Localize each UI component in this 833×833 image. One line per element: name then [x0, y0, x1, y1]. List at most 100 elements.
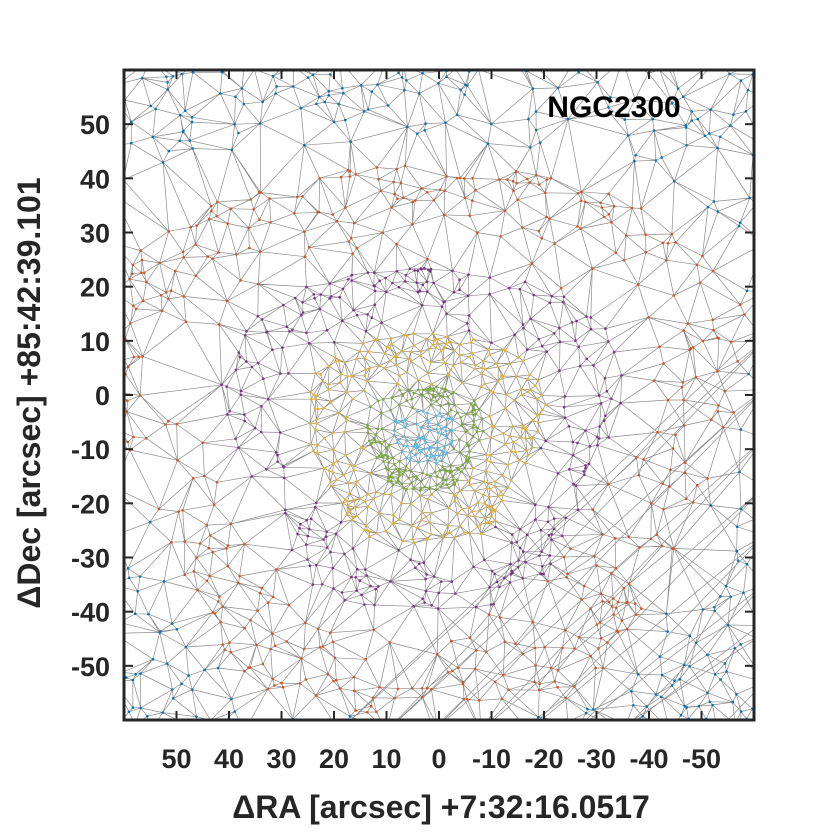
data-point [607, 213, 611, 216]
data-point [516, 566, 520, 569]
data-point [401, 419, 404, 423]
data-point [666, 398, 670, 402]
data-point [656, 430, 659, 434]
data-point [445, 436, 449, 439]
data-point [162, 580, 166, 583]
data-point [271, 677, 275, 681]
data-point [428, 428, 432, 432]
data-point [441, 476, 445, 480]
data-point [403, 164, 407, 168]
data-point [190, 116, 194, 119]
data-point [345, 513, 349, 516]
data-point [436, 607, 440, 610]
data-point [314, 372, 317, 375]
data-point [433, 730, 436, 733]
data-point [139, 249, 142, 252]
data-point [763, 535, 766, 538]
data-point [401, 472, 404, 476]
data-point [510, 533, 514, 536]
data-point [430, 383, 433, 386]
data-point [522, 326, 525, 330]
data-point [126, 440, 130, 444]
data-points [124, 70, 766, 733]
data-point [211, 611, 215, 614]
data-point [708, 700, 712, 704]
data-point [423, 601, 426, 604]
data-point [383, 366, 386, 370]
data-point [461, 381, 464, 384]
data-point [348, 170, 352, 173]
data-point [191, 147, 194, 150]
data-point [337, 102, 341, 106]
data-point [553, 242, 556, 245]
data-point [614, 566, 618, 570]
data-point [273, 684, 276, 687]
data-point [402, 486, 405, 490]
data-point [392, 180, 396, 184]
data-point [305, 331, 308, 335]
data-point [390, 476, 394, 479]
data-point [416, 378, 420, 382]
data-point [405, 79, 408, 82]
data-point [504, 406, 507, 410]
data-point [345, 418, 349, 422]
data-point [379, 189, 383, 193]
data-point [471, 176, 474, 180]
data-point [191, 476, 195, 480]
data-point [337, 411, 341, 415]
data-point [580, 190, 583, 194]
data-point [139, 672, 142, 675]
data-point [209, 204, 213, 208]
data-point [522, 359, 525, 363]
data-point [389, 493, 393, 496]
data-point [532, 293, 536, 297]
data-point [325, 530, 329, 533]
data-point [453, 499, 457, 503]
data-point [249, 618, 252, 622]
data-point [427, 421, 430, 424]
data-point [691, 501, 695, 504]
data-point [586, 707, 589, 711]
y-tick-label: 50 [80, 110, 110, 140]
data-point [403, 435, 406, 438]
data-point [225, 299, 229, 303]
data-point [669, 468, 672, 472]
data-point [413, 269, 417, 272]
data-point [670, 102, 674, 105]
data-point [229, 207, 232, 210]
data-point [550, 538, 553, 541]
data-point [467, 273, 470, 277]
data-point [343, 430, 347, 434]
data-point [636, 673, 640, 676]
data-point [243, 626, 246, 630]
data-point [300, 313, 303, 317]
data-point [211, 550, 215, 554]
data-point [467, 314, 471, 317]
data-point [395, 421, 399, 424]
data-point [314, 397, 317, 401]
data-point [381, 398, 385, 401]
data-point [710, 418, 713, 421]
y-tick-label: -30 [71, 544, 110, 574]
data-point [500, 499, 504, 502]
data-point [243, 334, 247, 337]
data-point [545, 350, 548, 353]
data-point [497, 365, 500, 369]
data-point [346, 504, 349, 507]
x-tick-label: 30 [266, 744, 296, 774]
data-point [419, 450, 423, 454]
data-point [347, 278, 350, 281]
data-point [572, 482, 575, 486]
data-point [405, 438, 408, 442]
data-point [257, 282, 260, 286]
data-point [132, 355, 136, 359]
data-point [471, 426, 475, 429]
data-point [301, 195, 304, 198]
data-point [183, 109, 187, 112]
data-point [339, 521, 343, 524]
data-point [377, 177, 380, 181]
data-point [366, 492, 370, 496]
data-point [610, 397, 613, 401]
data-point [142, 271, 146, 275]
data-point [456, 466, 459, 470]
